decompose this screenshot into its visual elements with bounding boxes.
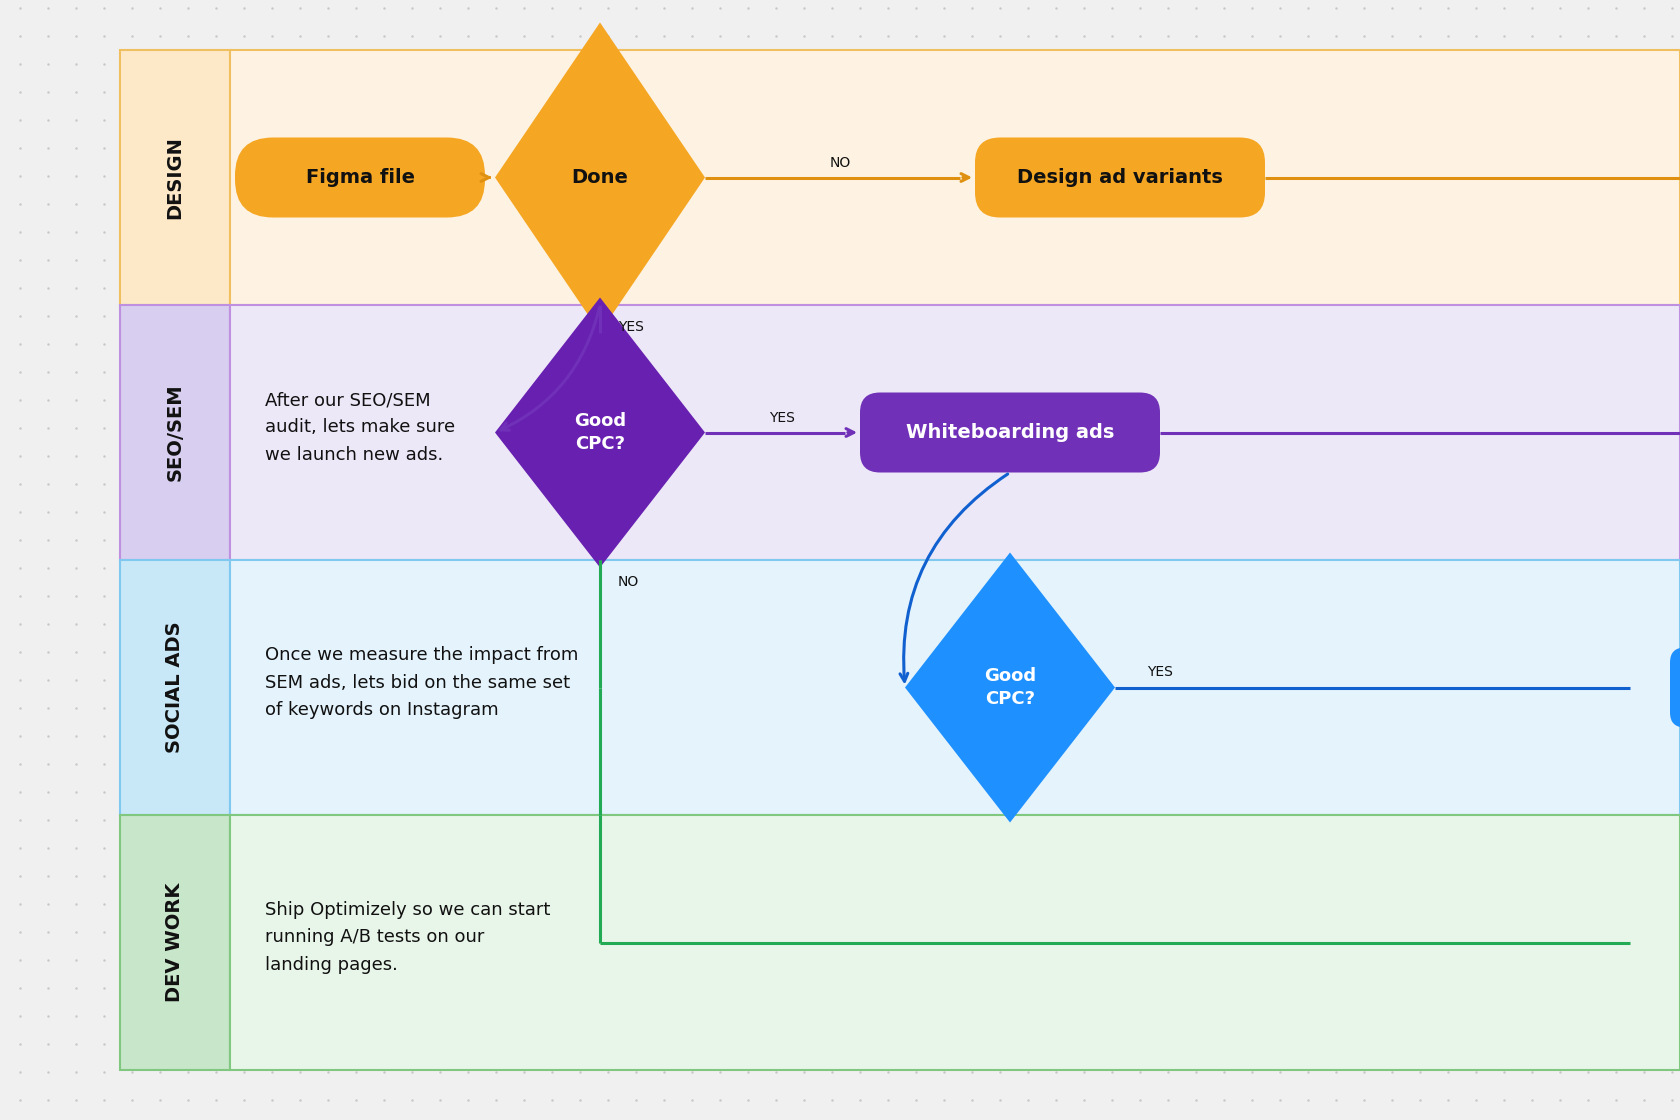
Bar (230, 815, 1680, 1070)
Bar (119, 305, 230, 560)
Text: SEO/SEM: SEO/SEM (166, 384, 185, 482)
Text: Once we measure the impact from
SEM ads, lets bid on the same set
of keywords on: Once we measure the impact from SEM ads,… (265, 646, 578, 719)
Text: YES: YES (618, 320, 643, 334)
Text: SOCIAL ADS: SOCIAL ADS (166, 622, 185, 754)
Polygon shape (496, 298, 706, 568)
Text: YES: YES (1147, 665, 1173, 680)
Text: Figma file: Figma file (306, 168, 415, 187)
FancyBboxPatch shape (1670, 647, 1680, 728)
Text: After our SEO/SEM
audit, lets make sure
we launch new ads.: After our SEO/SEM audit, lets make sure … (265, 391, 455, 464)
FancyBboxPatch shape (860, 392, 1159, 473)
Text: DEV WORK: DEV WORK (166, 883, 185, 1002)
Text: Whiteboarding ads: Whiteboarding ads (906, 423, 1114, 442)
Text: NO: NO (830, 156, 850, 169)
Text: DESIGN: DESIGN (166, 136, 185, 218)
Text: Good
CPC?: Good CPC? (984, 666, 1037, 708)
FancyBboxPatch shape (974, 138, 1265, 217)
Text: YES: YES (769, 411, 795, 424)
Polygon shape (496, 22, 706, 333)
Text: Ship Optimizely so we can start
running A/B tests on our
landing pages.: Ship Optimizely so we can start running … (265, 902, 551, 973)
Bar (119, 560, 230, 815)
Bar (119, 50, 230, 305)
FancyArrowPatch shape (900, 474, 1008, 681)
Text: Done: Done (571, 168, 628, 187)
FancyBboxPatch shape (235, 138, 486, 217)
Bar (119, 815, 230, 1070)
Bar (230, 50, 1680, 305)
Polygon shape (906, 552, 1116, 822)
FancyArrowPatch shape (501, 308, 600, 430)
Text: Design ad variants: Design ad variants (1016, 168, 1223, 187)
Text: NO: NO (618, 575, 640, 589)
Bar (230, 305, 1680, 560)
Text: Good
CPC?: Good CPC? (575, 412, 627, 454)
Bar (230, 560, 1680, 815)
